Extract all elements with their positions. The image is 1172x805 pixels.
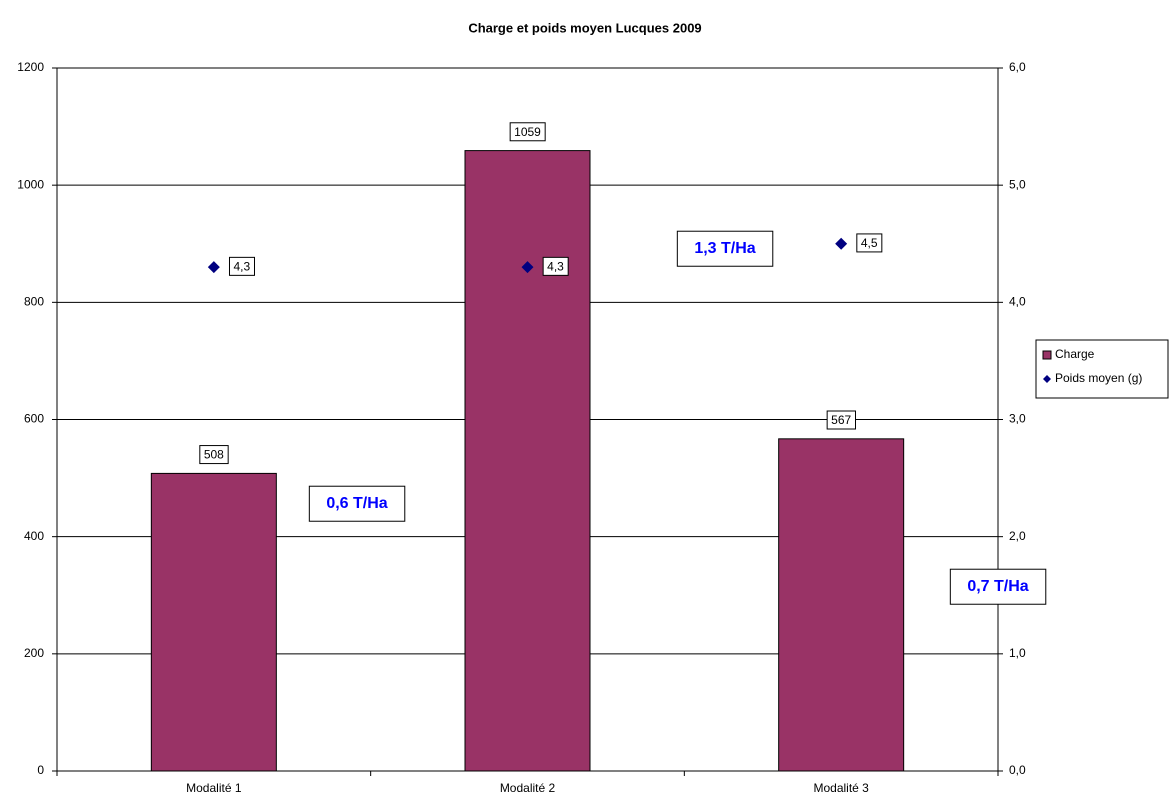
bar [150,472,277,772]
y-tick-label: 400 [24,529,44,543]
annotation: 0,6 T/Ha [326,495,387,512]
point-value-label: 4,3 [547,259,564,273]
y2-tick-label: 5,0 [1009,177,1026,191]
annotation: 1,3 T/Ha [694,240,755,257]
y-tick-label: 200 [24,646,44,660]
y2-tick-label: 3,0 [1009,412,1026,426]
legend-box [1035,339,1169,399]
marker [835,237,848,250]
bar [464,150,591,772]
legend-label: Poids moyen (g) [1055,371,1142,385]
annotation-box [949,568,1047,605]
x-tick-label: Modalité 3 [813,781,869,795]
y2-tick-label: 1,0 [1009,646,1026,660]
y2-tick-label: 2,0 [1009,529,1026,543]
point-value-label: 4,5 [861,236,878,250]
y-tick-label: 0 [37,763,44,777]
x-tick-label: Modalité 2 [500,781,556,795]
y-tick-label: 600 [24,412,44,426]
y2-tick-label: 4,0 [1009,295,1026,309]
bar [778,438,905,772]
y-tick-label: 800 [24,295,44,309]
annotation-box [308,485,406,522]
y-tick-label: 1200 [17,60,44,74]
y2-tick-label: 6,0 [1009,60,1026,74]
point-value-label: 4,3 [233,259,250,273]
annotation: 0,7 T/Ha [967,578,1028,595]
x-tick-label: Modalité 1 [186,781,242,795]
y-tick-label: 1000 [17,177,44,191]
marker [207,261,220,274]
marker [521,261,534,274]
point-value-label-box [542,256,569,276]
legend-swatch [1042,350,1052,360]
legend-label: Charge [1055,347,1095,361]
y2-tick-label: 0,0 [1009,763,1026,777]
bar-value-label: 567 [831,413,851,427]
bar-value-label-box [826,410,856,430]
point-value-label-box [228,256,255,276]
bar-value-label: 508 [204,448,224,462]
annotation-box [676,230,774,267]
bar-value-label: 1059 [514,125,541,139]
point-value-label-box [856,233,883,253]
chart-title: Charge et poids moyen Lucques 2009 [468,20,701,35]
legend-swatch [1043,375,1051,383]
bar-value-label-box [199,445,229,465]
bar-value-label-box [509,122,546,142]
